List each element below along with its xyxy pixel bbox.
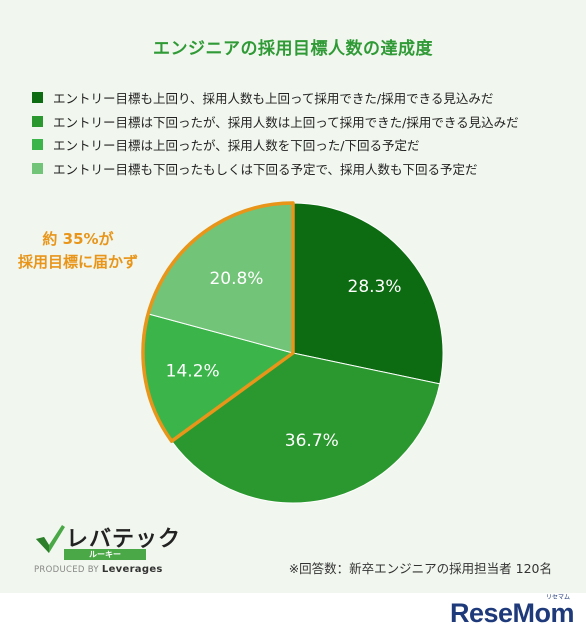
legend-item: エントリー目標も上回り、採用人数も上回って採用できた/採用できる見込みだ [32,86,519,110]
logo-title: レバテック [66,527,182,552]
callout-line2: 採用目標に届かず [17,253,138,271]
highlight-outline [141,201,295,443]
legend-swatch [32,115,43,127]
data-label: 20.8% [209,269,263,289]
checkmark-icon [36,525,65,553]
callout-line1: 約 35%が [42,230,114,248]
resemom-logo: ReseMom [449,598,575,628]
legend-swatch [32,162,43,174]
footnote: ※回答数：新卒エンジニアの採用担当者 120名 [288,561,552,576]
leverages-logo: レバテック ルーキー PRODUCED BY Leverages [34,521,184,576]
data-label: 28.3% [348,277,402,297]
logo-subtitle: ルーキー [64,549,146,560]
chart-card: エンジニアの採用目標人数の達成度 エントリー目標も上回り、採用人数も上回って採用… [0,0,586,593]
data-label: 14.2% [166,361,220,381]
legend-item: エントリー目標も下回ったもしくは下回る予定で、採用人数も下回る予定だ [32,157,519,181]
legend-swatch [32,139,43,151]
pie-slice [170,352,441,504]
legend-item: エントリー目標は上回ったが、採用人数を下回った/下回る予定だ [32,133,519,157]
legend-label: エントリー目標は下回ったが、採用人数は上回って採用できた/採用できる見込みだ [53,114,519,130]
company-name: Leverages [101,564,163,575]
pie-chart: 28.3% 36.7% 14.2% 20.8% [141,201,444,504]
logo-produced-by: PRODUCED BY Leverages [34,564,163,575]
legend-item: エントリー目標は下回ったが、採用人数は上回って採用できた/採用できる見込みだ [32,110,519,134]
produced-by-text: PRODUCED BY [34,565,99,575]
legend-swatch [32,92,43,104]
chart-title: エンジニアの採用目標人数の達成度 [153,39,433,59]
legend-label: エントリー目標は上回ったが、採用人数を下回った/下回る予定だ [53,138,420,154]
data-label: 36.7% [285,431,339,451]
legend-label: エントリー目標も下回ったもしくは下回る予定で、採用人数も下回る予定だ [53,161,478,177]
callout-annotation: 約 35%が 採用目標に届かず [14,228,142,274]
pie-slice [292,202,444,385]
legend: エントリー目標も上回り、採用人数も上回って採用できた/採用できる見込みだ エント… [32,86,519,180]
brand-ruby: リセマム [545,594,570,601]
legend-label: エントリー目標も上回り、採用人数も上回って採用できた/採用できる見込みだ [53,91,494,107]
